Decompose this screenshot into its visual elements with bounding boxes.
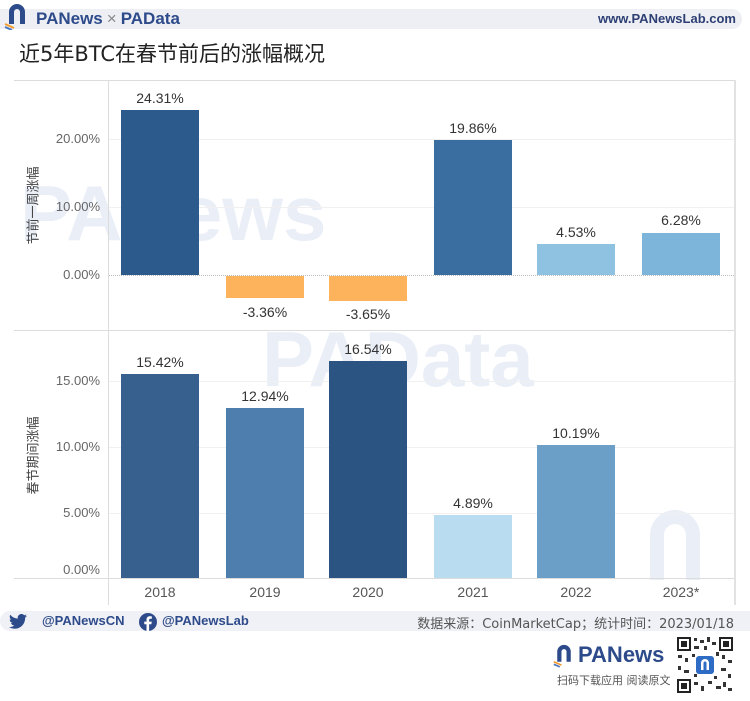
footer-logo-icon — [553, 644, 571, 668]
x-tick: 2020 — [352, 584, 384, 600]
bar-2022-during[interactable] — [537, 445, 615, 578]
panews-logo-icon — [4, 4, 25, 30]
bar-label: 4.53% — [556, 224, 596, 240]
y-tick: 0.00% — [63, 267, 100, 282]
watermark-logo-icon — [650, 510, 700, 580]
footer-bar — [0, 611, 750, 631]
chart-title: 近5年BTC在春节前后的涨幅概况 — [19, 42, 326, 66]
bar-2021-during[interactable] — [434, 515, 512, 578]
y-tick: 15.00% — [55, 373, 100, 388]
facebook-icon — [139, 613, 157, 631]
zero-line — [109, 275, 734, 276]
facebook-handle[interactable]: @PANewsLab — [162, 613, 249, 628]
bar-2018-pre[interactable] — [121, 110, 199, 275]
brand-padata: PAData — [120, 9, 180, 28]
brand-panews: PANews — [36, 9, 103, 28]
gridline — [109, 139, 734, 140]
bar-label: -3.36% — [242, 304, 288, 320]
bar-label: 6.28% — [661, 212, 701, 228]
twitter-icon — [9, 614, 27, 629]
bar-2020-during[interactable] — [329, 361, 407, 578]
website-link[interactable]: www.PANewsLab.com — [598, 11, 736, 26]
panel-divider — [14, 330, 736, 331]
bar-label: 4.89% — [453, 495, 493, 511]
bar-2018-during[interactable] — [121, 374, 199, 578]
y-axis-line — [108, 80, 109, 605]
y-axis-title-top: 节前一周涨幅 — [26, 166, 42, 245]
brand-separator: × — [106, 9, 117, 28]
bar-label: 24.31% — [136, 90, 184, 106]
gridline — [109, 207, 734, 208]
twitter-handle[interactable]: @PANewsCN — [42, 613, 125, 628]
data-source: 数据来源：CoinMarketCap；统计时间：2023/01/18 — [417, 617, 734, 632]
x-axis-line — [14, 578, 736, 579]
bar-label: 10.19% — [552, 425, 600, 441]
bar-2023-pre[interactable] — [642, 233, 720, 275]
x-tick: 2019 — [249, 584, 281, 600]
gridline — [109, 447, 734, 448]
bar-2020-pre[interactable] — [329, 276, 407, 301]
header-brand: PANews × PAData — [36, 9, 180, 29]
footer-brand: PANews — [578, 642, 665, 667]
frame-top — [14, 80, 736, 81]
y-tick: 10.00% — [55, 439, 100, 454]
bar-label: 15.42% — [136, 354, 184, 370]
x-tick: 2023* — [662, 584, 700, 600]
y-tick: 10.00% — [55, 199, 100, 214]
bar-2019-during[interactable] — [226, 408, 304, 578]
frame-right — [734, 80, 736, 605]
bar-2022-pre[interactable] — [537, 244, 615, 275]
gridline — [109, 381, 734, 382]
y-axis-title-bottom: 春节期间涨幅 — [26, 416, 42, 495]
bar-label: 16.54% — [344, 341, 392, 357]
y-tick: 0.00% — [63, 562, 100, 577]
bar-label: 12.94% — [241, 388, 289, 404]
bar-2021-pre[interactable] — [434, 140, 512, 275]
y-tick: 5.00% — [63, 505, 100, 520]
x-tick: 2022 — [560, 584, 592, 600]
y-tick: 20.00% — [55, 131, 100, 146]
gridline — [109, 513, 734, 514]
bar-label: -3.65% — [345, 306, 391, 322]
bar-2019-pre[interactable] — [226, 276, 304, 298]
x-tick: 2018 — [144, 584, 176, 600]
bar-label: 19.86% — [449, 120, 497, 136]
footer-download-text[interactable]: 扫码下载应用 阅读原文 — [557, 674, 671, 687]
x-tick: 2021 — [457, 584, 489, 600]
header-bar — [0, 9, 742, 29]
qr-code-icon[interactable] — [676, 636, 734, 694]
